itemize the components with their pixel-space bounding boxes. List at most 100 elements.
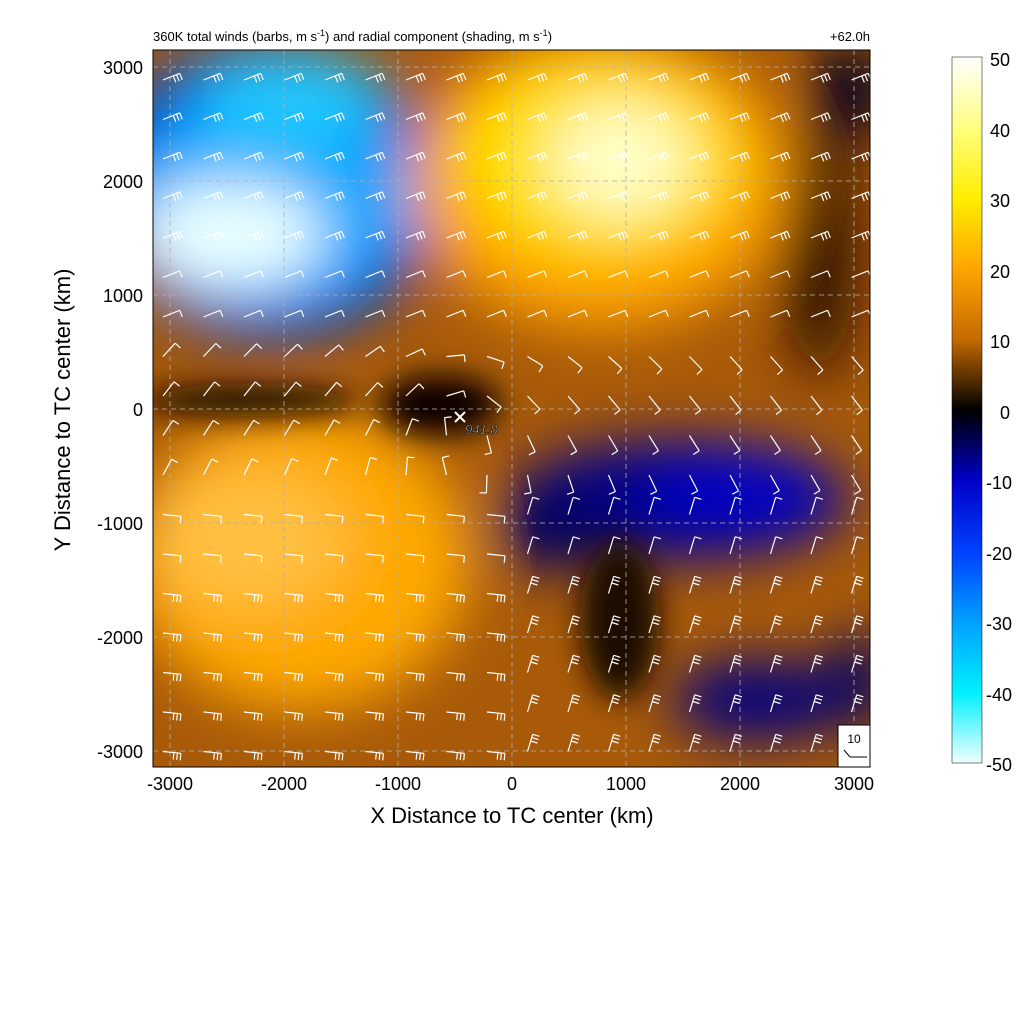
wind-barb: [446, 112, 467, 123]
wind-barb: [607, 575, 621, 594]
wind-barb: [365, 632, 384, 642]
wind-barb: [689, 151, 710, 162]
wind-barb: [486, 191, 507, 202]
wind-barb: [446, 309, 467, 318]
wind-barb: [486, 112, 507, 123]
wind-barb: [446, 270, 467, 279]
forecast-time-label: +62.0h: [830, 29, 870, 44]
wind-barb: [486, 230, 507, 241]
wind-barb: [689, 356, 703, 375]
wind-barb: [324, 419, 341, 436]
wind-barb: [526, 694, 540, 713]
x-tick-label: 1000: [606, 774, 646, 794]
wind-barb: [770, 270, 791, 279]
wind-barb: [243, 632, 263, 642]
wind-barb: [441, 455, 450, 476]
wind-barb: [405, 383, 425, 397]
wind-barb: [405, 632, 425, 642]
wind-barb: [162, 72, 183, 83]
wind-barb: [526, 615, 540, 634]
wind-barb: [850, 615, 864, 634]
wind-barb: [526, 575, 540, 594]
wind-barb: [567, 191, 588, 202]
wind-barb: [729, 496, 743, 515]
wind-barb: [243, 419, 260, 436]
wind-barb: [729, 435, 741, 455]
wind-barb: [162, 151, 183, 162]
wind-barb: [608, 230, 629, 241]
wind-barb: [770, 72, 791, 83]
wind-barb: [162, 342, 181, 357]
wind-barb: [162, 750, 182, 761]
wind-barb: [283, 457, 299, 476]
wind-barb: [729, 191, 750, 202]
wind-barb: [567, 694, 581, 713]
wind-barb: [688, 474, 699, 495]
wind-barb: [486, 355, 505, 369]
wind-barb: [486, 72, 507, 83]
wind-barb: [567, 112, 588, 123]
wind-barb: [729, 733, 743, 752]
wind-barb: [162, 230, 183, 241]
wind-barb: [688, 496, 702, 515]
wind-barb: [810, 615, 824, 634]
wind-barb: [526, 733, 540, 752]
center-pressure-label: 941.8: [465, 422, 498, 437]
wind-barb: [608, 356, 623, 375]
wind-barb: [486, 513, 506, 524]
wind-barb: [689, 230, 710, 241]
wind-barb: [527, 72, 548, 83]
x-tick-label: -2000: [261, 774, 307, 794]
x-tick-label: 0: [507, 774, 517, 794]
wind-barb: [810, 575, 824, 594]
colorbar-tick-label: 40: [990, 121, 1010, 141]
wind-barb: [648, 395, 661, 415]
wind-barb: [567, 395, 581, 415]
y-tick-label: 3000: [103, 58, 143, 78]
wind-barb: [203, 592, 222, 603]
wind-barb: [729, 694, 743, 713]
wind-barb: [162, 711, 182, 721]
colorbar-tick-label: -30: [986, 614, 1012, 634]
wind-barb: [810, 435, 822, 455]
colorbar-tick-label: -10: [986, 473, 1012, 493]
wind-barb: [729, 151, 750, 162]
wind-barb: [648, 191, 669, 202]
wind-barb: [324, 711, 344, 721]
wind-barb: [567, 733, 581, 752]
wind-barb: [324, 592, 344, 603]
wind-barb: [365, 592, 384, 603]
wind-barb: [405, 348, 426, 358]
wind-barb: [527, 270, 548, 279]
wind-barb: [446, 230, 467, 241]
wind-barb: [648, 151, 669, 162]
wind-barb: [608, 309, 629, 318]
wind-barb: [405, 711, 425, 721]
wind-barb: [284, 381, 302, 397]
wind-barb: [527, 151, 548, 162]
wind-barb: [324, 632, 344, 642]
wind-barb: [608, 151, 629, 162]
wind-barb: [324, 270, 345, 279]
wind-barb: [365, 553, 384, 563]
wind-barb: [405, 750, 425, 761]
colorbar-tick-label: 0: [1000, 403, 1010, 423]
wind-barb: [203, 750, 222, 761]
wind-barb: [324, 553, 344, 563]
wind-barb: [851, 435, 863, 455]
wind-barb: [689, 395, 702, 415]
wind-barb: [810, 496, 824, 515]
wind-barb: [607, 536, 621, 555]
wind-barb: [810, 270, 831, 279]
wind-barb: [162, 112, 183, 123]
wind-barb: [284, 270, 305, 279]
wind-barb: [769, 496, 783, 515]
wind-barb: [243, 151, 264, 162]
wind-barb: [527, 395, 541, 415]
wind-barb: [769, 615, 783, 634]
wind-barb: [567, 435, 578, 456]
wind-barb: [364, 418, 381, 436]
wind-barb: [243, 750, 263, 761]
x-tick-label: 2000: [720, 774, 760, 794]
